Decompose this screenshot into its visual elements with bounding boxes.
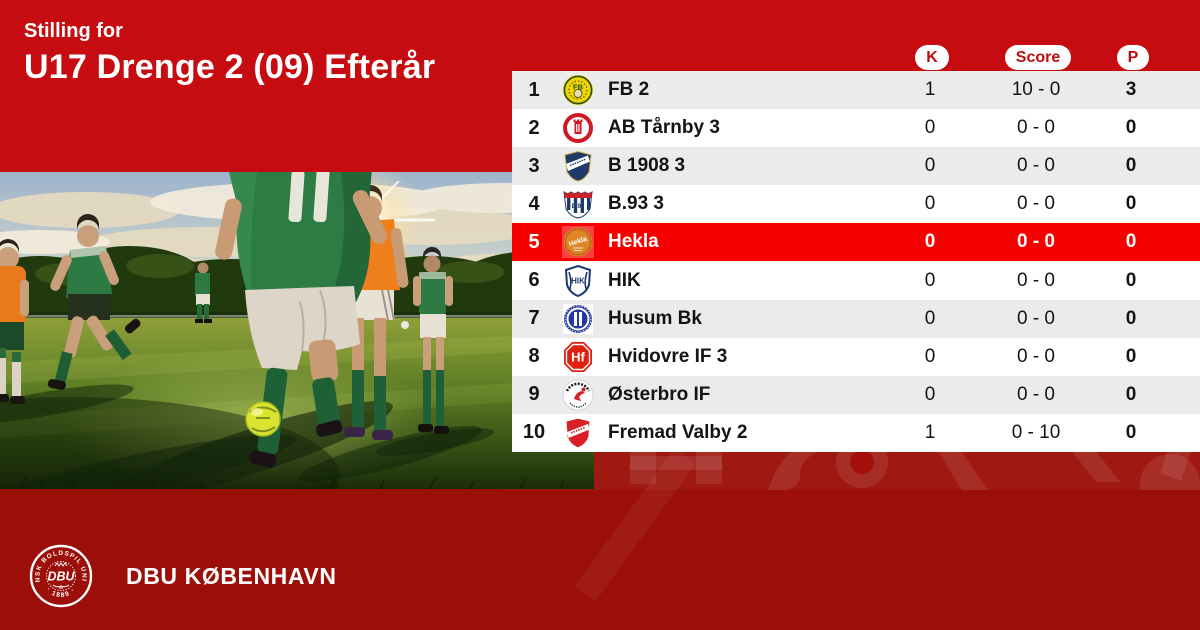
matches-played: 1 [924, 79, 936, 101]
hekla-logo-icon: Hekla [562, 226, 594, 259]
matches-played: 0 [924, 155, 936, 177]
rank: 3 [528, 154, 540, 177]
score: 0 - 0 [1016, 231, 1056, 253]
points: 0 [1125, 307, 1137, 329]
table-row[interactable]: 8 Hf Hvidovre IF 3 0 0 - 0 0 [512, 337, 1200, 376]
club-name: Hekla [608, 231, 659, 253]
score: 0 - 0 [1016, 383, 1056, 405]
player-left-edge [0, 239, 29, 404]
table-row[interactable]: 1 FB FB 2 1 10 - 0 3 [512, 71, 1200, 110]
watermark-strip [500, 452, 1200, 490]
svg-text:DBU: DBU [47, 570, 75, 584]
table-row[interactable]: 2 AB Tårnby 3 0 0 - 0 0 [512, 109, 1200, 148]
points: 0 [1125, 231, 1137, 253]
column-header-p: P [1116, 44, 1150, 70]
rank: 2 [528, 116, 540, 139]
column-header-score: Score [1004, 44, 1072, 70]
standings-table: 1 FB FB 2 1 10 - 0 3 2 AB Tårnby 3 0 [512, 71, 1200, 452]
matches-played: 0 [924, 117, 936, 139]
ab-taarnby-logo-icon [563, 113, 593, 144]
rank: 6 [528, 269, 540, 292]
player-distant [195, 262, 212, 323]
club-name: HIK [608, 269, 641, 291]
table-row[interactable]: 3 B 1908 3 0 0 - 0 0 [512, 147, 1200, 186]
svg-text:HIK: HIK [571, 276, 585, 285]
svg-text:FB: FB [573, 83, 584, 92]
matches-played: 0 [924, 193, 936, 215]
matches-played: 0 [924, 269, 936, 291]
points: 0 [1125, 117, 1137, 139]
football [245, 401, 281, 437]
hvidovre-logo-icon: Hf [564, 341, 592, 372]
matches-played: 1 [924, 421, 936, 443]
rank: 10 [522, 421, 546, 444]
score: 10 - 0 [1011, 79, 1061, 101]
player-runner [47, 213, 141, 390]
table-row[interactable]: 10 Fremad Valby 2 1 0 - 10 0 [512, 413, 1200, 452]
eyebrow-label: Stilling for [24, 20, 123, 42]
dbu-watermark-pattern-icon [630, 452, 1200, 490]
rank: 4 [528, 192, 540, 215]
points: 0 [1125, 345, 1137, 367]
table-row[interactable]: 9 Østerbro IF 0 0 - 0 0 [512, 375, 1200, 414]
svg-text:B.93: B.93 [572, 204, 585, 210]
hero-photo [0, 172, 594, 489]
points: 0 [1125, 269, 1137, 291]
fremad-valby-logo-icon [565, 417, 591, 449]
score: 0 - 0 [1016, 307, 1056, 329]
svg-text:Hf: Hf [571, 349, 585, 364]
club-name: Fremad Valby 2 [608, 421, 748, 443]
score: 0 - 0 [1016, 269, 1056, 291]
club-name: Østerbro IF [608, 383, 711, 405]
rank: 5 [528, 230, 540, 253]
oesterbro-logo-icon [562, 379, 594, 411]
fb-logo-icon: FB [563, 75, 593, 106]
rank: 1 [528, 78, 540, 101]
rank: 8 [528, 345, 540, 368]
hik-logo-icon: HIK [564, 264, 592, 297]
points: 0 [1125, 193, 1137, 215]
header: Stilling for U17 Drenge 2 (09) Efterår [24, 20, 435, 86]
club-name: Husum Bk [608, 307, 702, 329]
score: 0 - 0 [1016, 155, 1056, 177]
table-column-headers: K Score P [512, 44, 1200, 70]
dbu-seal-logo-icon: DANSK BOLDSPIL UNION · 1889 · DBU [29, 544, 93, 608]
score: 0 - 0 [1016, 345, 1056, 367]
table-row[interactable]: 4 B.93 B.93 3 0 0 - 0 0 [512, 185, 1200, 224]
matches-played: 0 [924, 383, 936, 405]
b1908-logo-icon [564, 151, 592, 182]
table-row[interactable]: 7 Husum Bk 0 0 - 0 0 [512, 299, 1200, 338]
score: 0 - 10 [1011, 421, 1061, 443]
points: 0 [1125, 421, 1137, 443]
club-name: B.93 3 [608, 193, 664, 215]
husum-logo-icon [563, 303, 593, 334]
matches-played: 0 [924, 345, 936, 367]
club-name: Hvidovre IF 3 [608, 345, 728, 367]
b93-logo-icon: B.93 [563, 191, 593, 219]
page-title: U17 Drenge 2 (09) Efterår [24, 48, 436, 86]
club-name: FB 2 [608, 79, 650, 101]
matches-played: 0 [924, 307, 936, 329]
points: 3 [1125, 79, 1137, 101]
footer-brand-bar: DANSK BOLDSPIL UNION · 1889 · DBU DBU KØ… [29, 544, 337, 608]
player-right [413, 246, 453, 434]
points: 0 [1125, 383, 1137, 405]
rank: 9 [528, 383, 540, 406]
club-name: AB Tårnby 3 [608, 117, 720, 139]
column-header-k: K [915, 44, 949, 70]
table-row-highlighted[interactable]: 5 Hekla Hekla 0 0 - 0 0 [512, 223, 1200, 262]
rank: 7 [528, 307, 540, 330]
score: 0 - 0 [1016, 117, 1056, 139]
table-row[interactable]: 6 HIK HIK 0 0 - 0 0 [512, 261, 1200, 300]
points: 0 [1125, 155, 1137, 177]
club-name: B 1908 3 [608, 155, 686, 177]
score: 0 - 0 [1016, 193, 1056, 215]
matches-played: 0 [924, 231, 936, 253]
brand-name: DBU KØBENHAVN [126, 562, 337, 589]
